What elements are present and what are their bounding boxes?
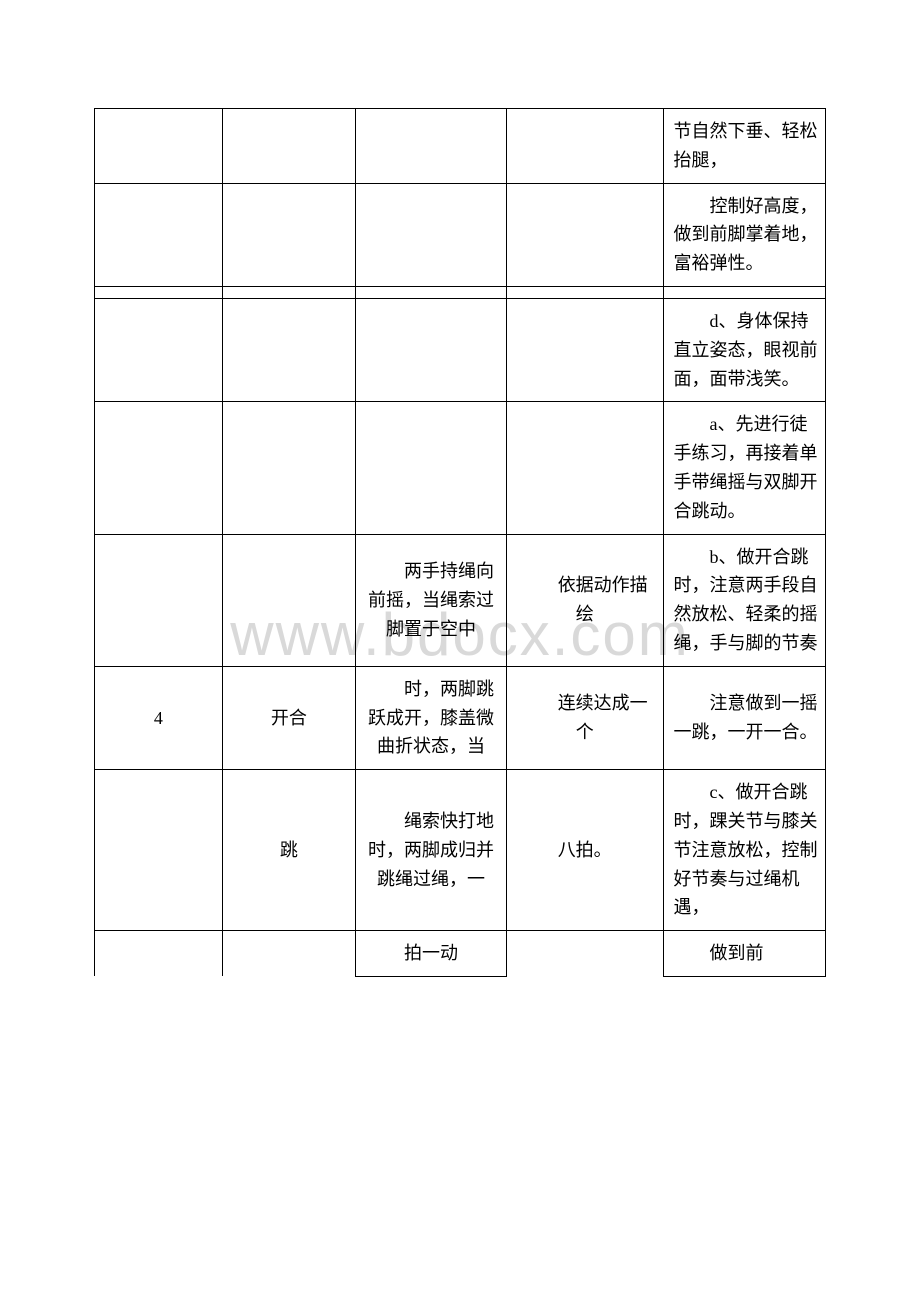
cell-c5-text: 注意做到一摇一跳，一开一合。 <box>674 693 818 742</box>
table-row: 两手持绳向前摇，当绳索过脚置于空中 依据动作描绘 b、做开合跳时，注意两手段自然… <box>95 534 826 666</box>
cell-c3-text: 时，两脚跳跃成开，膝盖微曲折状态，当 <box>368 679 494 757</box>
cell-c4 <box>506 109 663 184</box>
cell-c4 <box>506 931 663 977</box>
cell-c2 <box>222 286 355 298</box>
cell-c1 <box>95 931 223 977</box>
cell-c3-text: 两手持绳向前摇，当绳索过脚置于空中 <box>368 561 494 639</box>
cell-c2 <box>222 402 355 534</box>
cell-c5-text: b、做开合跳时，注意两手段自然放松、轻柔的摇绳，手与脚的节奏 <box>674 547 818 653</box>
cell-c1 <box>95 298 223 401</box>
cell-c1 <box>95 183 223 286</box>
table-row: 拍一动 做到前 <box>95 931 826 977</box>
table-body: 节自然下垂、轻松抬腿， 控制好高度，做到前脚掌着地，富裕弹性。 d、身体保持直立… <box>95 109 826 977</box>
cell-c5: c、做开合跳时，踝关节与膝关节注意放松，控制好节奏与过绳机遇， <box>663 770 825 931</box>
cell-c2 <box>222 931 355 977</box>
cell-c5 <box>663 286 825 298</box>
cell-c5-text: c、做开合跳时，踝关节与膝关节注意放松，控制好节奏与过绳机遇， <box>674 782 818 917</box>
cell-c1 <box>95 109 223 184</box>
cell-c4 <box>506 286 663 298</box>
table-row: 4 开合 时，两脚跳跃成开，膝盖微曲折状态，当 连续达成一个 注意做到一摇一跳，… <box>95 666 826 769</box>
cell-c3: 时，两脚跳跃成开，膝盖微曲折状态，当 <box>356 666 507 769</box>
cell-c4-text: 连续达成一个 <box>558 693 648 742</box>
cell-c1 <box>95 534 223 666</box>
cell-c4 <box>506 402 663 534</box>
cell-c3: 拍一动 <box>356 931 507 977</box>
cell-c5-text: 控制好高度，做到前脚掌着地，富裕弹性。 <box>674 196 818 274</box>
cell-c5-text: d、身体保持直立姿态，眼视前面，面带浅笑。 <box>674 311 818 389</box>
cell-c5: a、先进行徒手练习，再接着单手带绳摇与双脚开合跳动。 <box>663 402 825 534</box>
table-row: d、身体保持直立姿态，眼视前面，面带浅笑。 <box>95 298 826 401</box>
cell-c3-text: 绳索快打地时，两脚成归并跳绳过绳，一 <box>368 811 494 889</box>
cell-c4-text: 依据动作描绘 <box>558 575 648 624</box>
cell-c5: 控制好高度，做到前脚掌着地，富裕弹性。 <box>663 183 825 286</box>
cell-c2 <box>222 109 355 184</box>
table-row <box>95 286 826 298</box>
cell-c5-text: a、先进行徒手练习，再接着单手带绳摇与双脚开合跳动。 <box>674 414 818 520</box>
cell-c3: 两手持绳向前摇，当绳索过脚置于空中 <box>356 534 507 666</box>
cell-c5-text: 做到前 <box>710 943 764 963</box>
cell-c2: 开合 <box>222 666 355 769</box>
cell-c3 <box>356 402 507 534</box>
cell-c5: b、做开合跳时，注意两手段自然放松、轻柔的摇绳，手与脚的节奏 <box>663 534 825 666</box>
cell-c1 <box>95 770 223 931</box>
cell-c2: 跳 <box>222 770 355 931</box>
table-row: 控制好高度，做到前脚掌着地，富裕弹性。 <box>95 183 826 286</box>
cell-c2 <box>222 534 355 666</box>
cell-c4: 连续达成一个 <box>506 666 663 769</box>
cell-c1 <box>95 402 223 534</box>
cell-c4: 八拍。 <box>506 770 663 931</box>
content-table: 节自然下垂、轻松抬腿， 控制好高度，做到前脚掌着地，富裕弹性。 d、身体保持直立… <box>94 108 826 977</box>
cell-c3 <box>356 298 507 401</box>
cell-c4 <box>506 183 663 286</box>
cell-c2 <box>222 298 355 401</box>
cell-c5: 节自然下垂、轻松抬腿， <box>663 109 825 184</box>
cell-c4 <box>506 298 663 401</box>
cell-c3 <box>356 286 507 298</box>
cell-c5: 做到前 <box>663 931 825 977</box>
cell-c2 <box>222 183 355 286</box>
cell-c5: d、身体保持直立姿态，眼视前面，面带浅笑。 <box>663 298 825 401</box>
table-row: 跳 绳索快打地时，两脚成归并跳绳过绳，一 八拍。 c、做开合跳时，踝关节与膝关节… <box>95 770 826 931</box>
table-row: a、先进行徒手练习，再接着单手带绳摇与双脚开合跳动。 <box>95 402 826 534</box>
cell-c4: 依据动作描绘 <box>506 534 663 666</box>
cell-c1 <box>95 286 223 298</box>
cell-c1: 4 <box>95 666 223 769</box>
cell-c3 <box>356 183 507 286</box>
cell-c3: 绳索快打地时，两脚成归并跳绳过绳，一 <box>356 770 507 931</box>
table-row: 节自然下垂、轻松抬腿， <box>95 109 826 184</box>
cell-c3 <box>356 109 507 184</box>
cell-c5: 注意做到一摇一跳，一开一合。 <box>663 666 825 769</box>
